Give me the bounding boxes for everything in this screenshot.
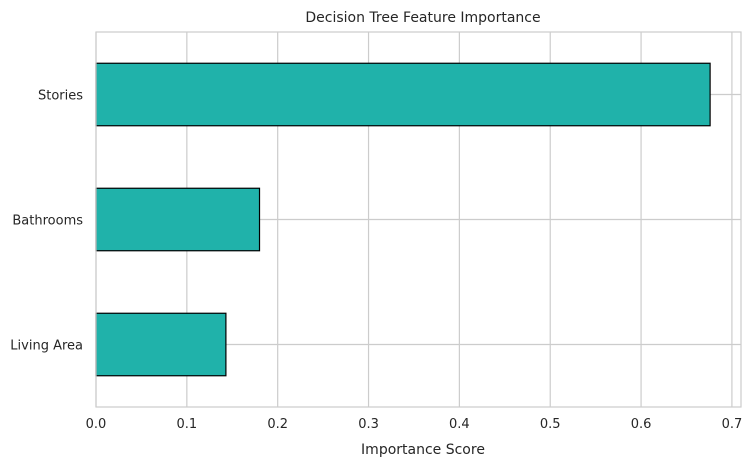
bar-bathrooms (95, 187, 261, 252)
y-tick-label: Bathrooms (12, 214, 83, 229)
x-tick-layer: 0.0 0.1 0.2 0.3 0.4 0.5 0.6 0.7 (86, 417, 743, 432)
chart-title: Decision Tree Feature Importance (305, 10, 540, 26)
bar-stories (95, 62, 711, 127)
x-tick-label: 0.1 (177, 417, 198, 432)
x-tick-label: 0.3 (358, 417, 379, 432)
x-tick-label: 0.7 (722, 417, 743, 432)
x-tick-label: 0.0 (86, 417, 107, 432)
y-tick-label: Stories (38, 89, 83, 104)
x-axis-label: Importance Score (361, 442, 485, 458)
x-tick-label: 0.6 (631, 417, 652, 432)
x-tick-label: 0.5 (540, 417, 561, 432)
y-tick-layer: Stories Bathrooms Living Area (10, 89, 83, 354)
y-tick-label: Living Area (10, 339, 83, 354)
x-tick-label: 0.2 (267, 417, 288, 432)
bar-living-area (95, 312, 227, 377)
x-tick-label: 0.4 (449, 417, 470, 432)
plot-frame (95, 31, 742, 408)
